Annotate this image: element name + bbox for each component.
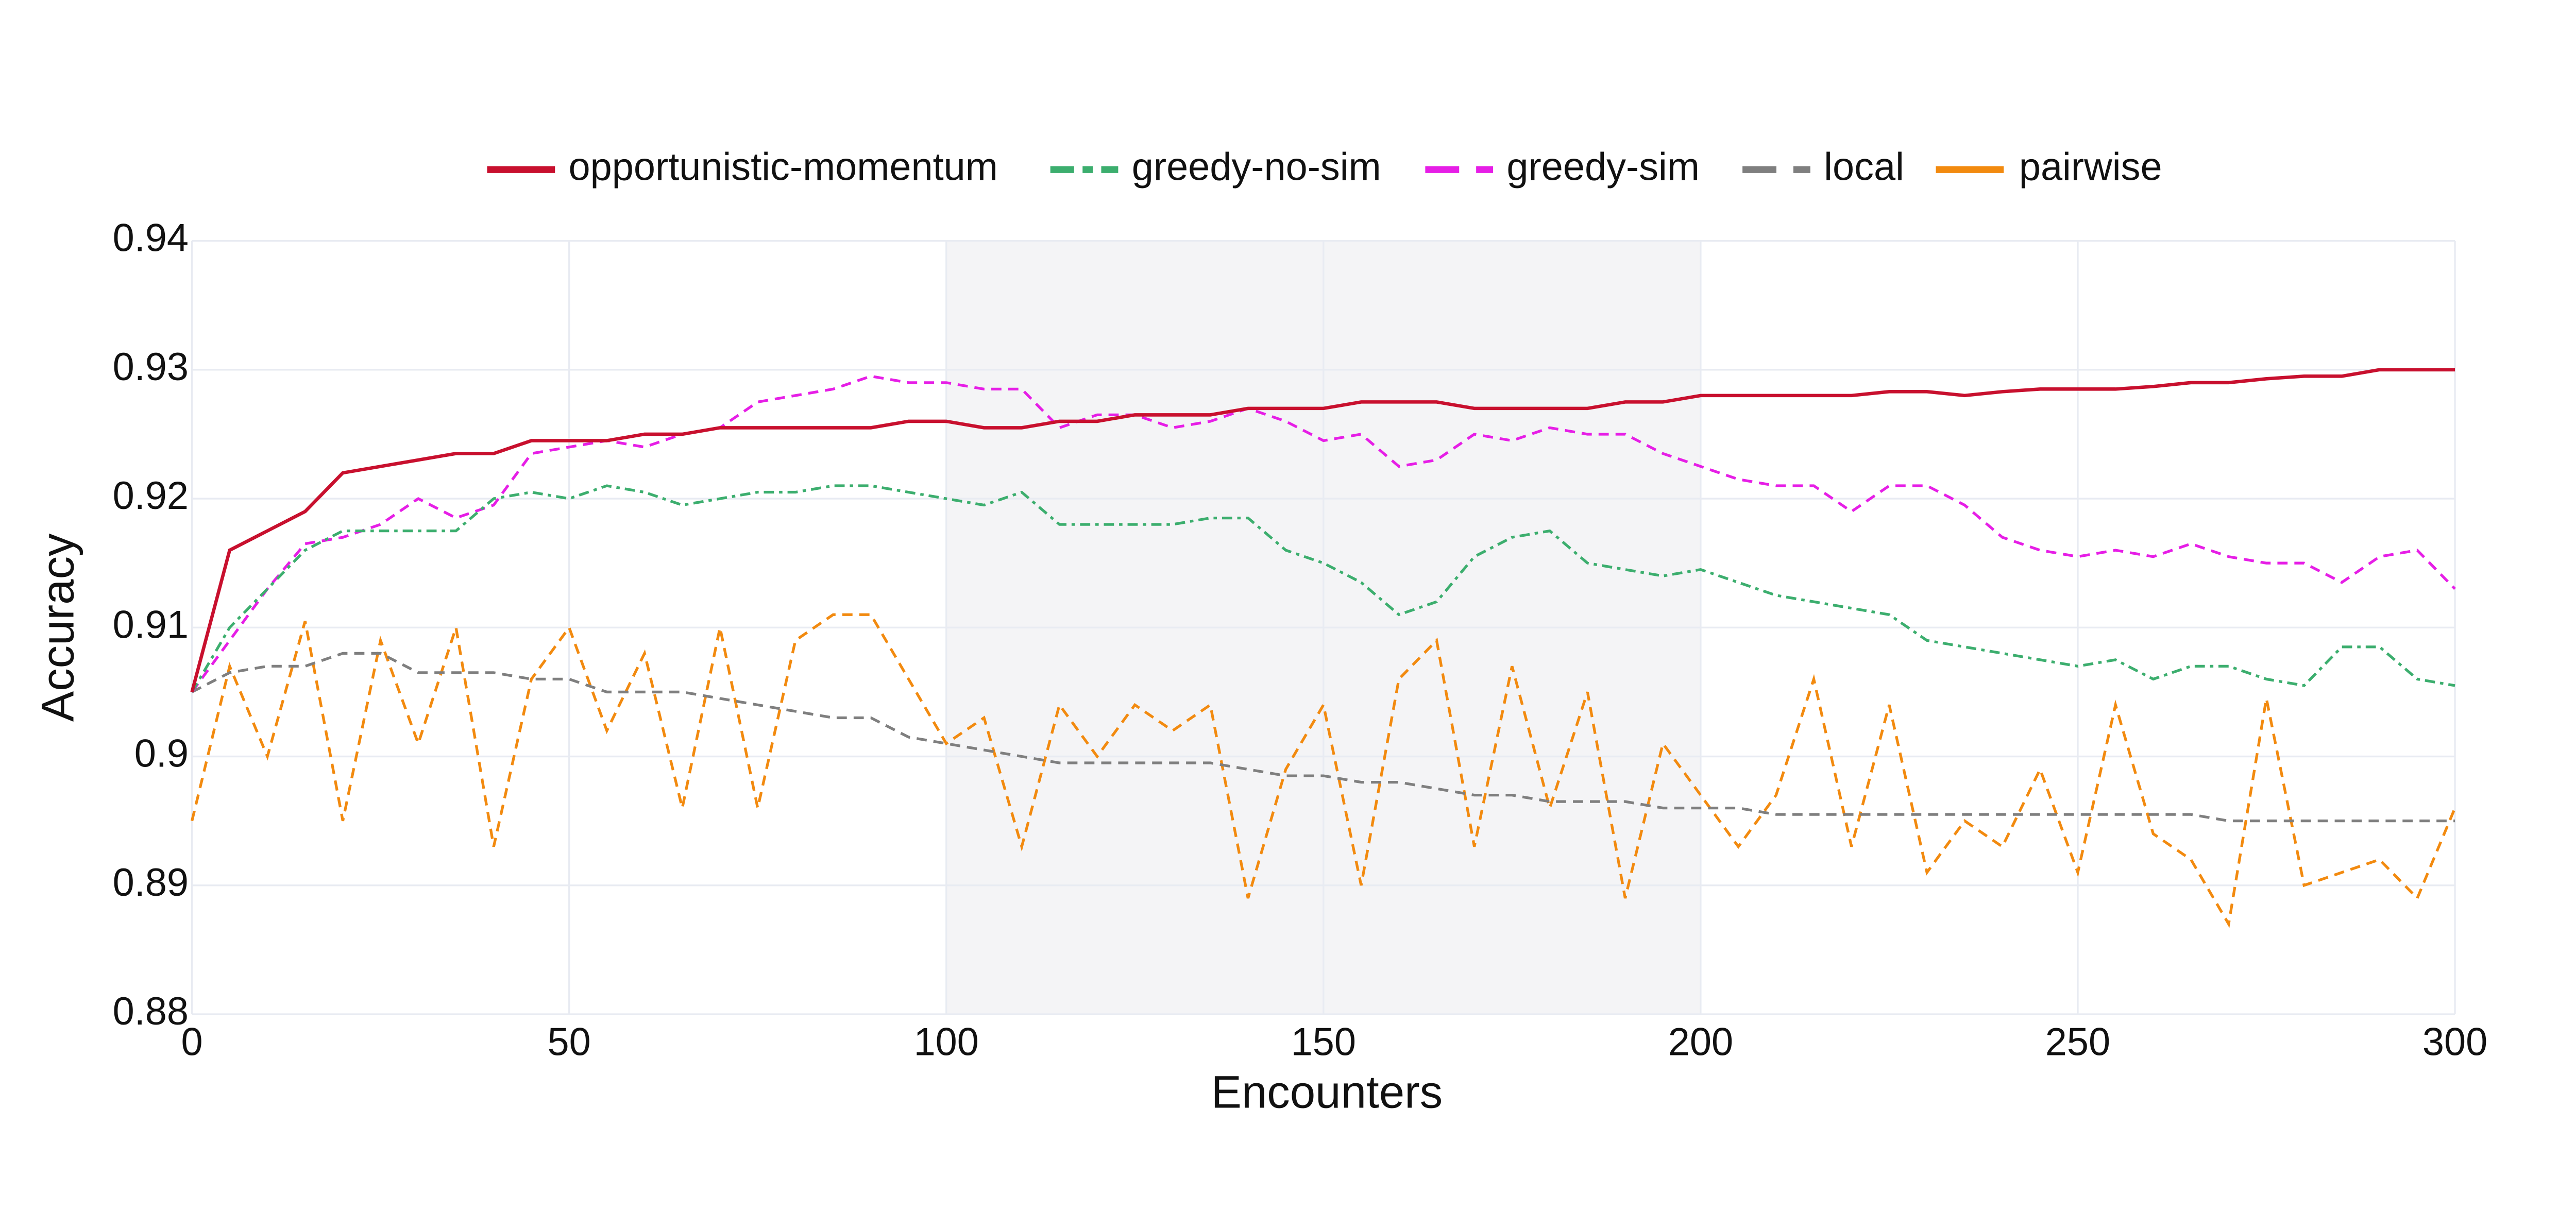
x-tick-label: 150 [1291, 1020, 1356, 1064]
x-tick-label: 50 [548, 1020, 591, 1064]
y-tick-label: 0.89 [113, 861, 189, 905]
series-line [191, 652, 2455, 823]
x-tick-label: 300 [2422, 1020, 2487, 1064]
legend-label: local [1824, 145, 1904, 189]
legend-label: opportunistic-momentum [569, 145, 998, 189]
y-tick-label: 0.88 [113, 990, 189, 1033]
x-tick-label: 100 [914, 1020, 979, 1064]
x-tick-label: 0 [181, 1020, 203, 1064]
y-tick-label: 0.94 [113, 216, 189, 260]
x-tick-label: 200 [1668, 1020, 1733, 1064]
legend-label: greedy-no-sim [1132, 145, 1381, 189]
legend-label: pairwise [2019, 145, 2162, 189]
series-line [191, 374, 2456, 693]
series-line [191, 613, 2456, 928]
y-tick-label: 0.91 [113, 603, 189, 646]
x-axis-title: Encounters [1211, 1067, 1443, 1118]
series-line [191, 484, 2455, 693]
series-line [190, 368, 2455, 693]
legend-label: greedy-sim [1506, 145, 1700, 189]
y-axis-title: Accuracy [32, 533, 83, 722]
y-tick-label: 0.93 [113, 345, 189, 389]
y-tick-label: 0.92 [113, 474, 189, 518]
y-tick-label: 0.9 [134, 732, 189, 776]
x-tick-label: 250 [2045, 1020, 2110, 1064]
